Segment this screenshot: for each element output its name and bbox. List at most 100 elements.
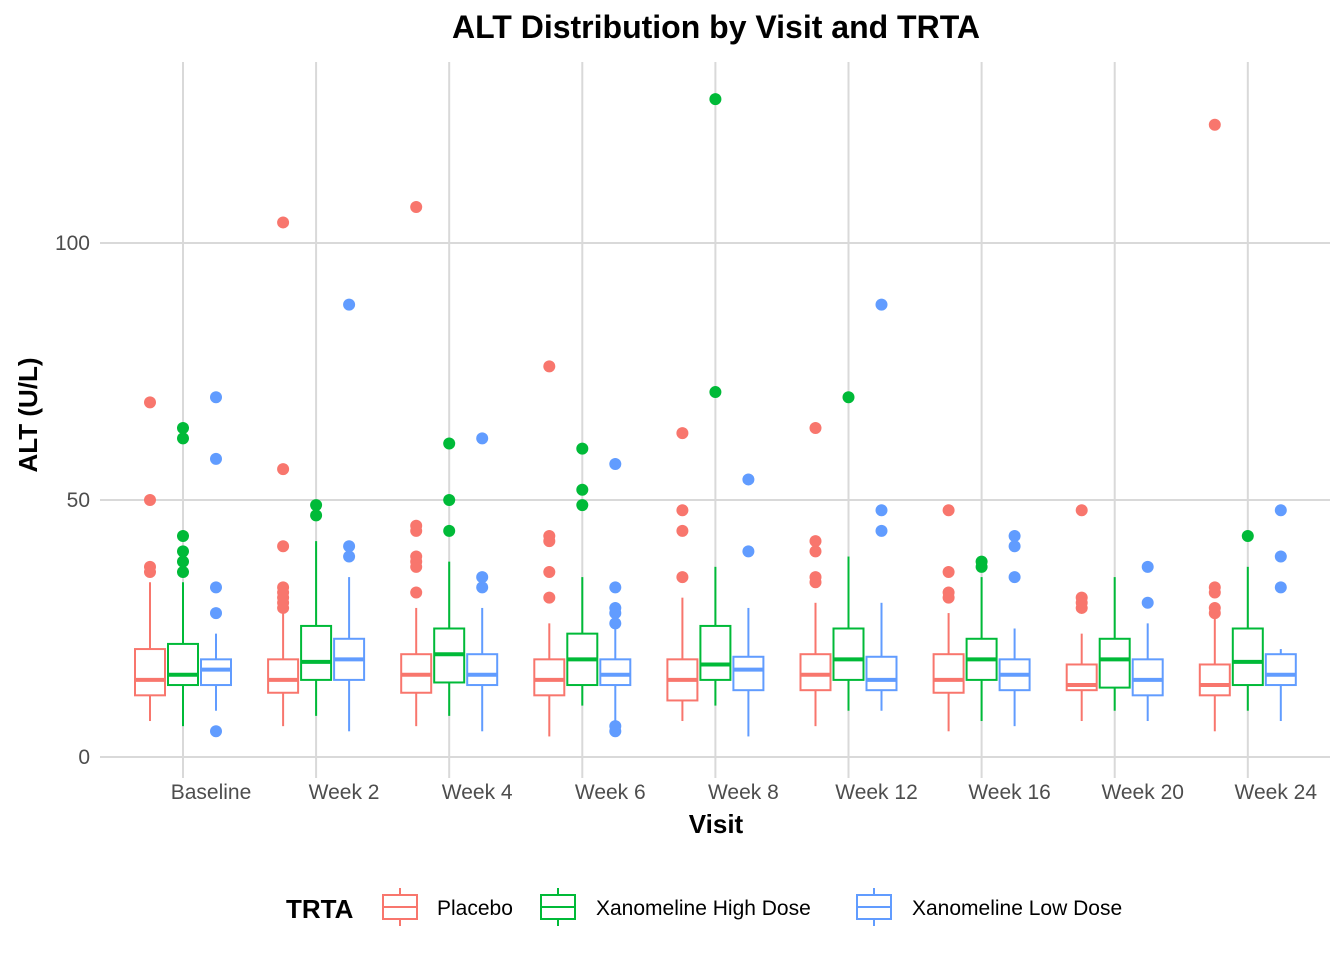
outlier-point bbox=[942, 504, 955, 517]
y-axis-title: ALT (U/L) bbox=[13, 357, 43, 472]
box bbox=[799, 653, 832, 692]
box bbox=[865, 655, 898, 692]
outlier-point bbox=[277, 216, 290, 229]
legend-label: Xanomeline Low Dose bbox=[912, 897, 1122, 920]
box-group bbox=[533, 360, 566, 737]
box bbox=[832, 627, 865, 681]
box-group bbox=[965, 555, 998, 722]
box-group bbox=[333, 298, 366, 732]
box bbox=[699, 624, 732, 681]
outlier-point bbox=[709, 93, 722, 106]
outlier-point bbox=[410, 201, 423, 214]
box bbox=[167, 642, 199, 687]
box-group bbox=[699, 93, 732, 706]
box bbox=[267, 658, 300, 694]
outlier-point bbox=[676, 524, 689, 537]
legend-item: Xanomeline Low Dose bbox=[856, 888, 1122, 926]
x-axis-title: Visit bbox=[689, 809, 744, 839]
box bbox=[466, 653, 499, 687]
outlier-point bbox=[1075, 504, 1088, 517]
box bbox=[200, 658, 232, 687]
box bbox=[1131, 658, 1164, 697]
series-xanomeline-low-dose bbox=[200, 298, 1297, 738]
outlier-point bbox=[310, 499, 323, 512]
series-xanomeline-high-dose bbox=[167, 93, 1264, 727]
outlier-point bbox=[1274, 550, 1287, 563]
outlier-point bbox=[277, 540, 290, 553]
outlier-point bbox=[343, 540, 356, 553]
outlier-point bbox=[543, 565, 556, 578]
outlier-point bbox=[809, 422, 822, 435]
outlier-point bbox=[809, 545, 822, 558]
x-tick-label: Week 8 bbox=[708, 781, 779, 804]
outlier-point bbox=[210, 452, 222, 465]
outlier-point bbox=[144, 494, 156, 506]
outlier-point bbox=[875, 524, 888, 537]
outlier-point bbox=[742, 545, 755, 558]
outlier-point bbox=[144, 560, 156, 573]
box-group bbox=[1264, 504, 1297, 722]
outlier-point bbox=[177, 529, 189, 542]
outlier-point bbox=[277, 463, 290, 476]
y-tick-label: 100 bbox=[55, 232, 90, 255]
box bbox=[1264, 653, 1297, 687]
box-group bbox=[932, 504, 965, 732]
outlier-point bbox=[809, 571, 822, 584]
chart-title: ALT Distribution by Visit and TRTA bbox=[452, 9, 980, 45]
box-group bbox=[832, 391, 865, 711]
legend-title: TRTA bbox=[286, 894, 354, 924]
legend-label: Placebo bbox=[437, 897, 513, 920]
box bbox=[1198, 663, 1231, 697]
outlier-point bbox=[210, 581, 222, 594]
outlier-point bbox=[676, 571, 689, 584]
outlier-point bbox=[676, 427, 689, 440]
box bbox=[732, 655, 765, 692]
box-group bbox=[865, 298, 898, 711]
box bbox=[533, 658, 566, 697]
outlier-point bbox=[609, 617, 622, 630]
outlier-point bbox=[144, 396, 156, 409]
box-group bbox=[466, 432, 499, 732]
outlier-point bbox=[476, 581, 489, 594]
outlier-point bbox=[1141, 560, 1154, 573]
y-tick-label: 0 bbox=[78, 746, 90, 769]
outlier-point bbox=[410, 550, 423, 563]
outlier-point bbox=[709, 386, 722, 399]
box-group bbox=[200, 391, 232, 738]
outlier-point bbox=[676, 504, 689, 517]
legend: TRTA Placebo Xanomeline High Dose Xanomeli… bbox=[286, 888, 1122, 926]
outlier-point bbox=[443, 437, 456, 450]
outlier-point bbox=[210, 607, 222, 620]
box-group bbox=[1098, 577, 1131, 711]
x-tick-label: Week 6 bbox=[575, 781, 646, 804]
outlier-point bbox=[942, 565, 955, 578]
box bbox=[599, 658, 632, 687]
outlier-point bbox=[177, 432, 189, 445]
box-group bbox=[998, 529, 1031, 727]
box bbox=[1231, 627, 1264, 687]
outlier-point bbox=[1208, 581, 1221, 594]
y-axis-ticks: 0 50 100 bbox=[55, 232, 90, 769]
box-group bbox=[732, 473, 765, 737]
outlier-point bbox=[875, 298, 888, 311]
outlier-point bbox=[942, 586, 955, 599]
box bbox=[932, 653, 965, 694]
legend-label: Xanomeline High Dose bbox=[596, 897, 811, 920]
outlier-point bbox=[1008, 571, 1021, 584]
outlier-point bbox=[842, 391, 855, 404]
outlier-point bbox=[1008, 540, 1021, 553]
box-group bbox=[566, 442, 599, 706]
box-group bbox=[666, 427, 699, 722]
box-group bbox=[433, 437, 466, 716]
outlier-point bbox=[1141, 596, 1154, 609]
outlier-point bbox=[576, 442, 589, 455]
x-tick-label: Week 20 bbox=[1101, 781, 1184, 804]
outlier-point bbox=[1008, 529, 1021, 542]
outlier-point bbox=[809, 535, 822, 548]
outlier-point bbox=[410, 519, 423, 532]
outlier-point bbox=[210, 725, 222, 738]
outlier-point bbox=[1075, 591, 1088, 604]
y-tick-label: 50 bbox=[67, 489, 90, 512]
outlier-point bbox=[543, 591, 556, 604]
